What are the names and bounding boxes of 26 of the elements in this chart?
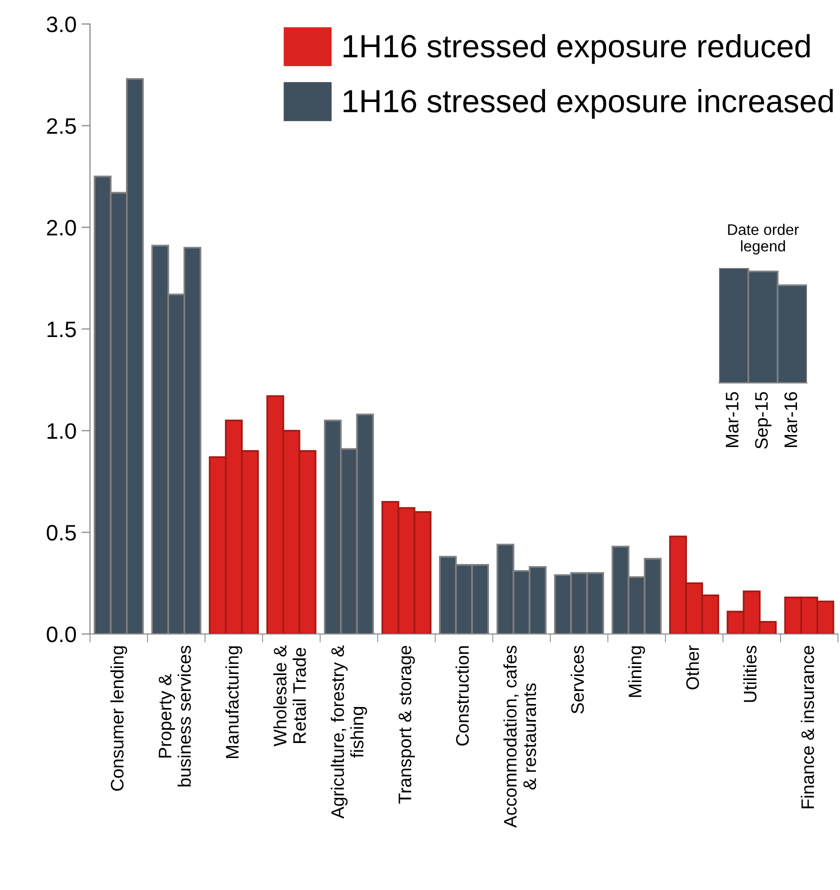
x-tick-label: Manufacturing (225, 646, 242, 758)
x-tick-label: Finance & insurance (800, 646, 814, 808)
legend-label: 1H16 stressed exposure reduced (344, 34, 810, 64)
x-tick-label: Construction (456, 646, 469, 746)
y-tick-label: 0.5 (46, 524, 76, 541)
legend-label: 1H16 stressed exposure increased (344, 89, 833, 119)
y-tick-label: 1.5 (48, 322, 76, 338)
x-tick-label: Property & business services (158, 646, 191, 786)
x-tick-label: Mar-15 (726, 392, 739, 448)
x-tick-label: Mining (628, 646, 646, 697)
y-tick-label: 1.0 (48, 423, 76, 439)
x-tick-label: Utilities (743, 646, 757, 702)
chart-title: Date order legend (728, 224, 799, 255)
y-tick-label: 3.0 (46, 16, 76, 32)
y-tick-label: 2.5 (47, 118, 76, 134)
x-tick-label: Transport & storage (398, 646, 415, 804)
x-tick-label: Agriculture, forestry & fishing (330, 645, 368, 819)
x-tick-label: Other (686, 645, 699, 690)
x-tick-label: Sep-15 (755, 392, 772, 449)
x-tick-label: Services (570, 646, 584, 714)
y-tick-label: 2.0 (47, 220, 76, 236)
x-tick-label: Accommodation, cafes & restaurants (503, 646, 536, 828)
x-tick-label: Consumer lending (110, 646, 128, 791)
x-tick-label: Mar-16 (784, 392, 798, 448)
y-tick-label: 0.0 (46, 626, 76, 642)
x-tick-label: Wholesale & Retail Trade (273, 645, 306, 746)
